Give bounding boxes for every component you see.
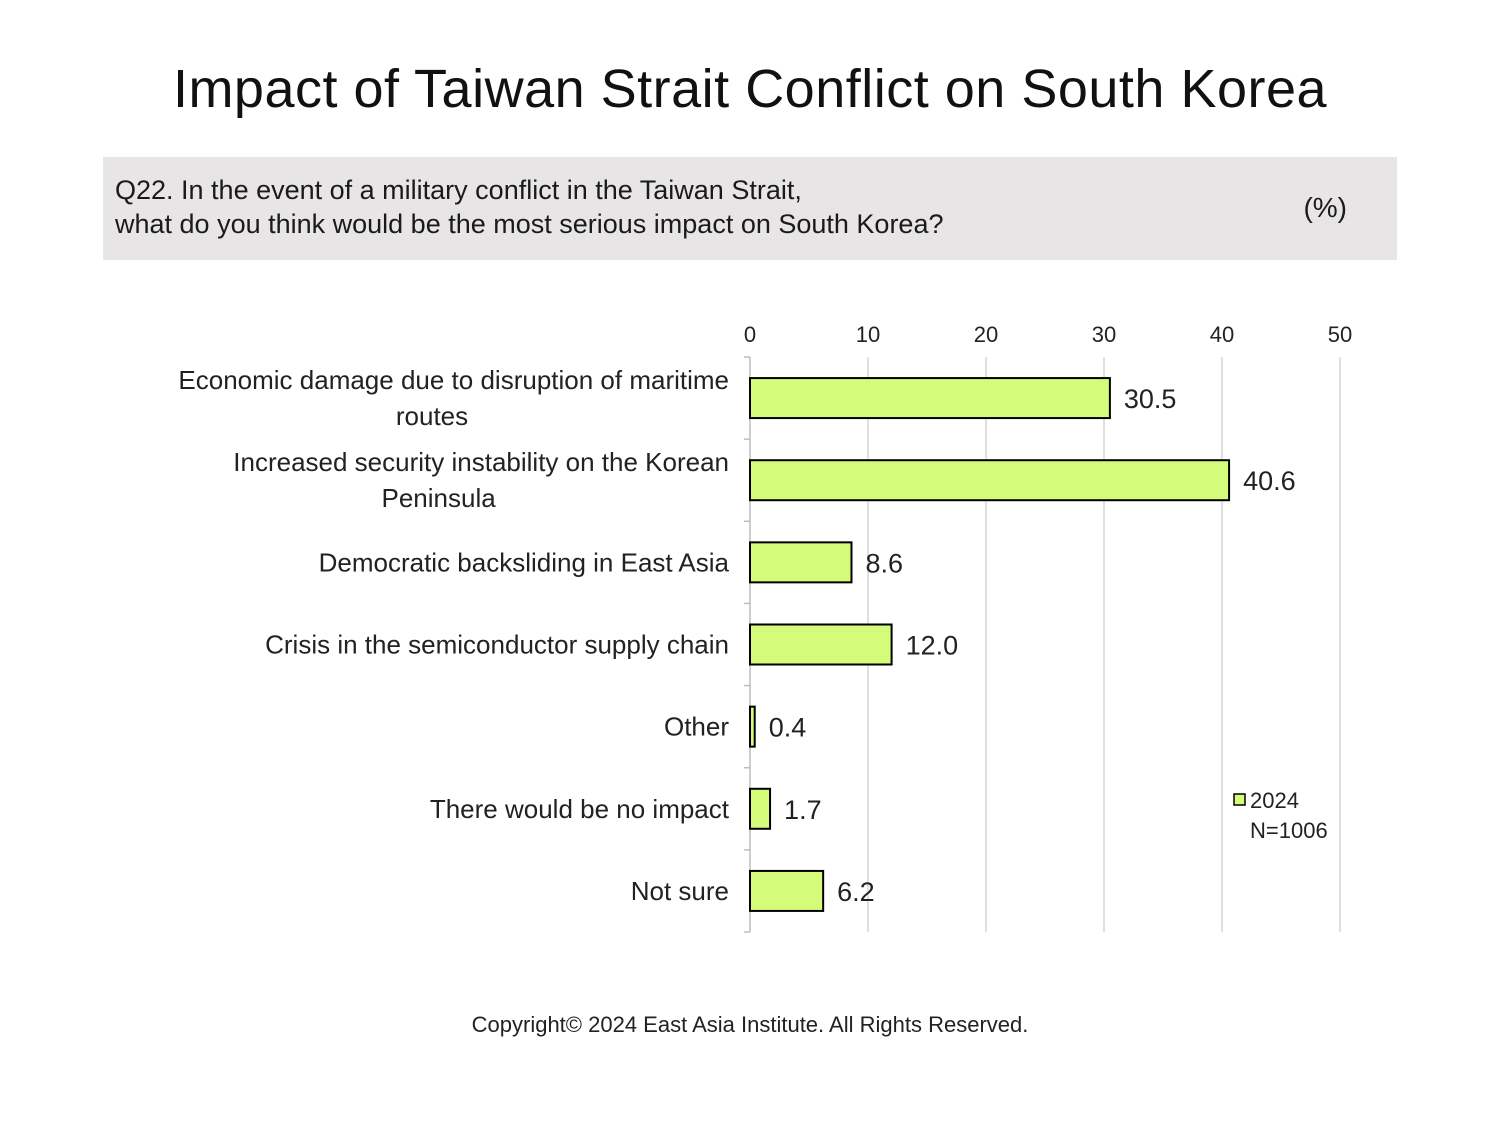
question-text-line-2: what do you think would be the most seri…: [115, 209, 944, 239]
x-tick-label: 40: [1210, 322, 1234, 347]
value-label: 0.4: [769, 713, 807, 743]
value-label: 1.7: [784, 795, 822, 825]
chart-title: Impact of Taiwan Strait Conflict on Sout…: [172, 59, 1328, 119]
category-label: Increased security instability on the Ko…: [233, 447, 729, 477]
category-label: Not sure: [631, 876, 729, 906]
x-tick-label: 30: [1092, 322, 1116, 347]
category-label: routes: [396, 401, 468, 431]
legend-sample-size: N=1006: [1250, 818, 1328, 843]
category-label: Economic damage due to disruption of mar…: [178, 365, 729, 395]
legend-series-name: 2024: [1250, 788, 1299, 813]
bar: [749, 787, 772, 830]
bar: [749, 541, 853, 584]
value-label: 30.5: [1124, 384, 1177, 414]
value-label: 12.0: [906, 631, 959, 661]
value-label: 40.6: [1243, 466, 1296, 496]
legend-swatch: [1233, 793, 1246, 806]
x-tick-label: 20: [974, 322, 998, 347]
value-label: 8.6: [865, 548, 903, 578]
unit-label: (%): [1303, 192, 1347, 223]
category-label: Peninsula: [381, 483, 496, 513]
value-label: 6.2: [837, 877, 875, 907]
x-tick-label: 10: [856, 322, 880, 347]
copyright-footer: Copyright© 2024 East Asia Institute. All…: [471, 1012, 1029, 1037]
x-axis-ticks: 0 10 20 30 40 50: [744, 322, 1352, 347]
category-label: Other: [664, 712, 729, 742]
value-labels: 30.5 40.6 8.6 12.0 0.4 1.7 6.2: [769, 384, 1296, 907]
bars: [749, 377, 1231, 912]
category-label: There would be no impact: [430, 794, 730, 824]
x-tick-label: 0: [744, 322, 756, 347]
x-tick-label: 50: [1328, 322, 1352, 347]
bar: [749, 377, 1111, 420]
bar: [749, 623, 893, 666]
question-text-line-1: Q22. In the event of a military conflict…: [115, 175, 802, 205]
bar: [749, 705, 756, 748]
category-label: Democratic backsliding in East Asia: [319, 547, 730, 577]
legend: 2024 N=1006: [1233, 788, 1328, 843]
bar: [749, 459, 1231, 502]
bar: [749, 869, 825, 912]
category-label: Crisis in the semiconductor supply chain: [265, 630, 729, 660]
category-labels: Economic damage due to disruption of mar…: [178, 365, 729, 906]
question-box: Q22. In the event of a military conflict…: [103, 157, 1397, 260]
